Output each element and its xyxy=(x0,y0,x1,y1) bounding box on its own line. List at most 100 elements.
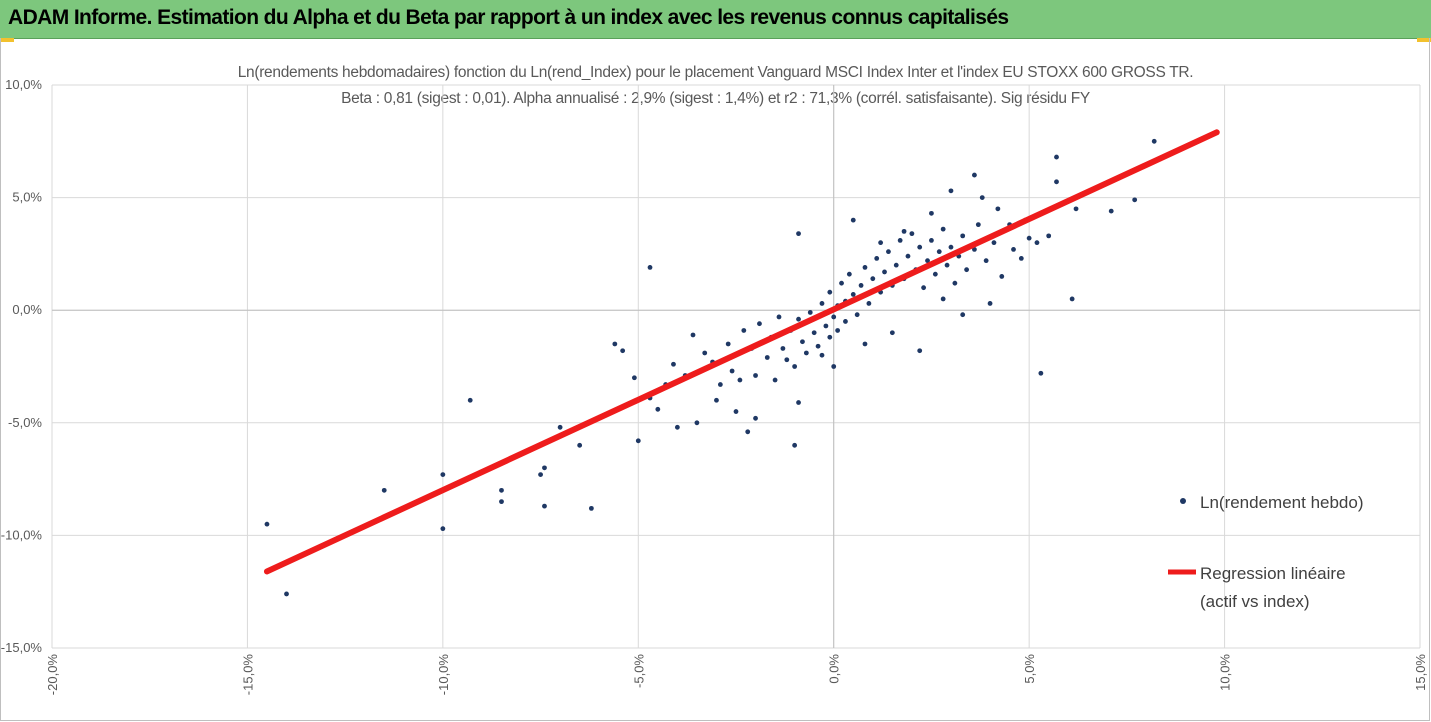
banner-corner-right xyxy=(1417,38,1431,42)
data-point xyxy=(846,271,852,277)
data-point xyxy=(796,316,801,322)
data-point xyxy=(839,280,844,286)
data-point xyxy=(753,373,758,378)
data-point xyxy=(776,314,782,320)
data-point xyxy=(932,271,938,277)
data-point xyxy=(936,249,942,255)
x-tick-label: 0,0% xyxy=(827,654,842,684)
data-point xyxy=(729,368,735,374)
data-point xyxy=(972,172,977,178)
data-point xyxy=(635,438,641,444)
data-point xyxy=(1018,256,1024,261)
data-point xyxy=(815,343,821,349)
data-point xyxy=(858,283,864,288)
data-point xyxy=(1034,240,1040,246)
data-point xyxy=(780,346,786,351)
data-point xyxy=(929,210,934,216)
data-point xyxy=(987,301,993,306)
data-point xyxy=(1054,154,1059,160)
data-point xyxy=(827,334,833,340)
data-point xyxy=(948,188,954,194)
data-point xyxy=(702,350,708,356)
data-point xyxy=(792,442,798,448)
y-tick-label: 0,0% xyxy=(12,302,42,317)
data-point xyxy=(862,265,868,270)
data-point xyxy=(381,487,387,493)
data-point xyxy=(499,487,504,493)
data-point xyxy=(874,256,880,261)
x-tick-label: 10,0% xyxy=(1218,654,1233,691)
data-point xyxy=(983,258,989,264)
data-point xyxy=(889,330,895,336)
banner-corner-left xyxy=(0,38,14,42)
data-point xyxy=(878,240,884,246)
y-tick-label: -10,0% xyxy=(1,527,43,542)
data-point xyxy=(467,397,473,403)
data-point xyxy=(940,296,946,302)
data-point xyxy=(725,341,731,347)
data-point xyxy=(753,415,758,421)
data-point xyxy=(819,301,825,306)
data-point xyxy=(733,409,739,414)
data-point xyxy=(862,341,868,347)
data-point xyxy=(796,231,801,237)
data-point xyxy=(991,240,997,246)
data-point xyxy=(999,274,1005,279)
data-point xyxy=(944,262,950,268)
data-point xyxy=(631,375,637,381)
data-point xyxy=(1151,138,1157,144)
data-point xyxy=(854,312,860,318)
x-tick-label: -20,0% xyxy=(45,654,60,696)
y-tick-label: -15,0% xyxy=(1,640,43,655)
x-tick-label: 5,0% xyxy=(1022,654,1037,684)
chart-subtitle: Beta : 0,81 (sigest : 0,01). Alpha annua… xyxy=(341,90,1090,107)
data-point xyxy=(893,262,899,268)
data-point xyxy=(620,348,626,354)
data-point xyxy=(917,348,923,354)
data-point xyxy=(866,301,872,306)
data-point xyxy=(1026,235,1032,241)
data-point xyxy=(542,503,547,509)
data-point xyxy=(886,249,891,255)
data-point xyxy=(901,228,907,234)
data-point xyxy=(807,310,813,315)
data-point xyxy=(897,237,903,243)
data-point xyxy=(1011,246,1016,252)
data-point xyxy=(690,332,696,338)
data-point xyxy=(803,350,809,356)
data-point xyxy=(764,355,770,360)
data-point xyxy=(1108,208,1114,214)
x-tick-label: -15,0% xyxy=(240,654,255,696)
data-point xyxy=(542,465,547,471)
data-point xyxy=(975,222,981,228)
chart-title: Ln(rendements hebdomadaires) fonction du… xyxy=(237,64,1194,81)
data-point xyxy=(1132,197,1138,203)
data-point xyxy=(745,429,751,435)
data-point xyxy=(948,244,954,250)
data-point xyxy=(784,357,790,363)
data-point xyxy=(264,521,270,527)
regression-line-layer xyxy=(263,129,1220,575)
data-point xyxy=(979,195,985,201)
data-point xyxy=(909,231,915,237)
data-point xyxy=(819,352,825,358)
data-point xyxy=(870,276,876,282)
data-point xyxy=(284,591,289,597)
legend-marker-points xyxy=(1180,498,1186,504)
data-point xyxy=(850,217,856,223)
regression-line xyxy=(263,129,1220,575)
data-point xyxy=(929,237,934,243)
data-point xyxy=(440,472,446,477)
data-point xyxy=(674,424,680,430)
data-point xyxy=(811,330,817,336)
data-point xyxy=(741,328,747,333)
data-point xyxy=(557,424,563,430)
y-tick-label: 5,0% xyxy=(12,190,42,205)
data-point xyxy=(647,265,653,270)
data-point xyxy=(717,382,723,387)
data-point xyxy=(1069,296,1075,302)
data-point xyxy=(831,314,837,320)
scatter-points xyxy=(264,138,1157,597)
data-point xyxy=(952,280,958,286)
data-point xyxy=(440,526,446,532)
